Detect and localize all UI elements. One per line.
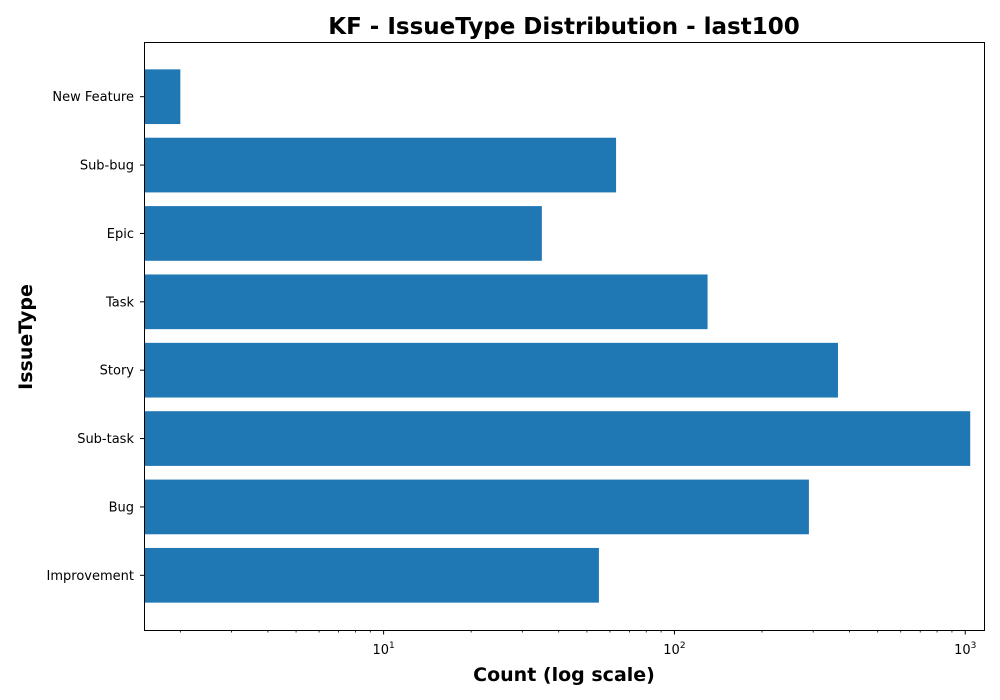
x-tick-label: 103 [954,641,976,658]
bar-task [144,274,708,330]
y-tick-label: Sub-task [77,432,134,447]
x-tick-label: 101 [372,641,394,658]
bar-story [144,342,838,398]
y-tick-label: New Feature [52,90,134,105]
x-axis-ticks: 101 102 103 [179,630,976,658]
bar-epic [144,206,542,261]
chart-title: KF - IssueType Distribution - last100 [328,14,799,40]
y-tick-label: Bug [109,500,134,515]
y-tick-label: Story [100,364,135,379]
bars-group [144,69,971,603]
bar-sub-bug [144,137,617,193]
x-axis-label: Count (log scale) [473,664,655,686]
y-tick-label: Sub-bug [80,159,134,174]
y-tick-label: Improvement [47,569,134,584]
y-tick-label: Epic [107,227,134,242]
bar-bug [144,479,809,535]
y-axis-label: IssueType [15,284,37,390]
bar-sub-task [144,411,971,466]
x-tick-label: 102 [663,641,685,658]
y-axis-ticks: Improvement Bug Sub-task Story Task Epic Sub-b… [47,90,144,584]
plot-area-frame [144,42,985,631]
y-tick-label: Task [105,295,135,310]
bar-new-feature [144,69,181,125]
bar-improvement [144,547,599,603]
